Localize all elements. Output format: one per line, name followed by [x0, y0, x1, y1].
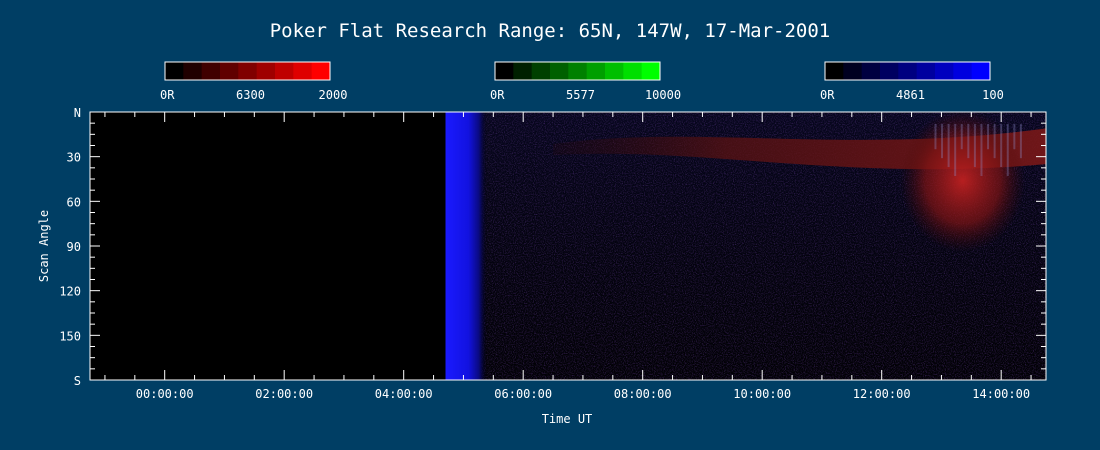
colorbar-swatch — [861, 62, 881, 80]
colorbar-swatch — [531, 62, 551, 80]
y-tick-label: 90 — [67, 240, 81, 254]
y-tick-label: 60 — [67, 195, 81, 209]
colorbar-swatch — [183, 62, 203, 80]
keogram-image — [445, 112, 1046, 380]
colorbar-swatch — [275, 62, 294, 80]
colorbar-swatch — [971, 62, 991, 80]
y-axis: N 30 60 90 120 150 S — [59, 106, 1046, 388]
colorbar-max-label: 10000 — [645, 88, 681, 102]
colorbar-swatch — [165, 62, 184, 80]
x-tick-label: 14:00:00 — [972, 387, 1030, 401]
colorbar-min-label: 0R — [160, 88, 175, 102]
colorbar-frame — [164, 61, 331, 81]
colorbar-swatch — [311, 62, 331, 80]
colorbar-swatch — [935, 62, 954, 80]
plot-area — [89, 111, 1047, 381]
x-tick-label: 00:00:00 — [136, 387, 194, 401]
y-tick-label: 150 — [59, 329, 81, 343]
colorbar-swatch — [293, 62, 313, 80]
colorbar-6300: 0R 6300 2000 — [160, 61, 348, 102]
x-axis: 00:00:00 02:00:00 04:00:00 06:00:00 08:00:00… — [104, 112, 1032, 401]
colorbar-swatch — [898, 62, 918, 80]
x-tick-label: 08:00:00 — [614, 387, 672, 401]
colorbar-swatch — [953, 62, 973, 80]
colorbar-swatch — [568, 62, 588, 80]
colorbar-swatch — [880, 62, 899, 80]
colorbar-swatch — [843, 62, 863, 80]
colorbar-channel-label: 5577 — [566, 88, 595, 102]
x-tick-label: 10:00:00 — [733, 387, 791, 401]
y-tick-label: 120 — [59, 285, 81, 299]
colorbar-swatch — [220, 62, 239, 80]
x-axis-label: Time UT — [542, 412, 593, 426]
colorbar-channel-label: 4861 — [896, 88, 925, 102]
colorbar-swatch — [586, 62, 606, 80]
colorbar-swatch — [825, 62, 844, 80]
y-tick-label: S — [74, 374, 81, 388]
colorbar-swatch — [513, 62, 533, 80]
chart-title: Poker Flat Research Range: 65N, 147W, 17… — [270, 20, 831, 42]
feature-4861-band — [445, 112, 488, 380]
y-tick-label: N — [74, 106, 81, 120]
colorbar-channel-label: 6300 — [236, 88, 265, 102]
feature-6300-enhancement — [900, 112, 1026, 252]
colorbar-swatch — [256, 62, 276, 80]
colorbar-5577: 0R 5577 10000 — [490, 61, 681, 102]
colorbar-min-label: 0R — [490, 88, 505, 102]
colorbar-max-label: 100 — [982, 88, 1004, 102]
colorbar-legend: 0R 6300 2000 0R 5577 10000 0R 4861 100 — [160, 61, 1004, 102]
colorbar-frame — [494, 61, 661, 81]
colorbar-swatch — [605, 62, 624, 80]
colorbar-swatch — [641, 62, 661, 80]
colorbar-swatch — [238, 62, 258, 80]
x-tick-label: 04:00:00 — [375, 387, 433, 401]
x-tick-label: 12:00:00 — [853, 387, 911, 401]
x-tick-label: 06:00:00 — [494, 387, 552, 401]
y-tick-label: 30 — [67, 151, 81, 165]
colorbar-max-label: 2000 — [319, 88, 348, 102]
x-tick-label: 02:00:00 — [255, 387, 313, 401]
colorbar-swatch — [550, 62, 569, 80]
colorbar-swatch — [201, 62, 221, 80]
colorbar-swatch — [623, 62, 643, 80]
colorbar-swatch — [495, 62, 514, 80]
colorbar-frame — [824, 61, 991, 81]
colorbar-min-label: 0R — [820, 88, 835, 102]
colorbar-swatch — [916, 62, 936, 80]
colorbar-4861: 0R 4861 100 — [820, 61, 1004, 102]
y-axis-label: Scan Angle — [37, 210, 51, 282]
